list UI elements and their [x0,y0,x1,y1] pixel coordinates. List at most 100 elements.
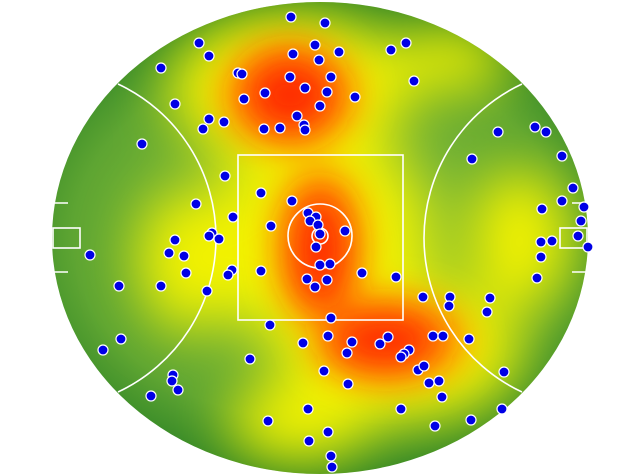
point [287,48,299,60]
point [197,123,209,135]
point [180,267,192,279]
point [299,124,311,136]
point [575,215,587,227]
point [301,273,313,285]
point [546,235,558,247]
point [324,258,336,270]
point [374,338,386,350]
point [385,44,397,56]
point [219,170,231,182]
point [97,344,109,356]
point [496,403,508,415]
point [244,353,256,365]
point [433,375,445,387]
point [325,71,337,83]
point [218,116,230,128]
point [535,236,547,248]
point [169,98,181,110]
point [417,291,429,303]
point [309,39,321,51]
point [429,420,441,432]
point [465,414,477,426]
point [262,415,274,427]
point [437,330,449,342]
point [395,351,407,363]
point [285,11,297,23]
point [529,121,541,133]
point [193,37,205,49]
point [115,333,127,345]
point [540,126,552,138]
point [227,211,239,223]
point [155,280,167,292]
point [318,365,330,377]
point [582,241,594,253]
point [312,219,324,231]
point [572,230,584,242]
point [536,203,548,215]
point [309,281,321,293]
point [236,68,248,80]
point [155,62,167,74]
point [484,292,496,304]
point [346,336,358,348]
point [291,110,303,122]
point [408,75,420,87]
point [322,426,334,438]
point [492,126,504,138]
point [299,82,311,94]
point [556,150,568,162]
point [201,285,213,297]
point [203,50,215,62]
point [190,198,202,210]
point [498,366,510,378]
point [203,113,215,125]
point [314,228,326,240]
point [325,312,337,324]
point [427,330,439,342]
point [310,241,322,253]
point [466,153,478,165]
point [303,435,315,447]
point [284,71,296,83]
point [567,182,579,194]
point [321,86,333,98]
point [556,195,568,207]
point [382,331,394,343]
point [255,187,267,199]
point [255,265,267,277]
point [297,337,309,349]
point [259,87,271,99]
point [333,46,345,58]
point [166,375,178,387]
point [356,267,368,279]
point [136,138,148,150]
point [238,93,250,105]
point [390,271,402,283]
point [319,17,331,29]
point [531,272,543,284]
point [145,390,157,402]
point [326,461,338,473]
point [395,403,407,415]
point [302,403,314,415]
point [84,249,96,261]
point [172,384,184,396]
point [463,333,475,345]
point [341,347,353,359]
point [203,230,215,242]
point [163,247,175,259]
point [578,201,590,213]
point [481,306,493,318]
point [535,251,547,263]
point [339,225,351,237]
point [258,123,270,135]
point [286,195,298,207]
point [349,91,361,103]
point [169,234,181,246]
point [436,391,448,403]
point [443,300,455,312]
point [274,122,286,134]
point [325,450,337,462]
point [314,259,326,271]
